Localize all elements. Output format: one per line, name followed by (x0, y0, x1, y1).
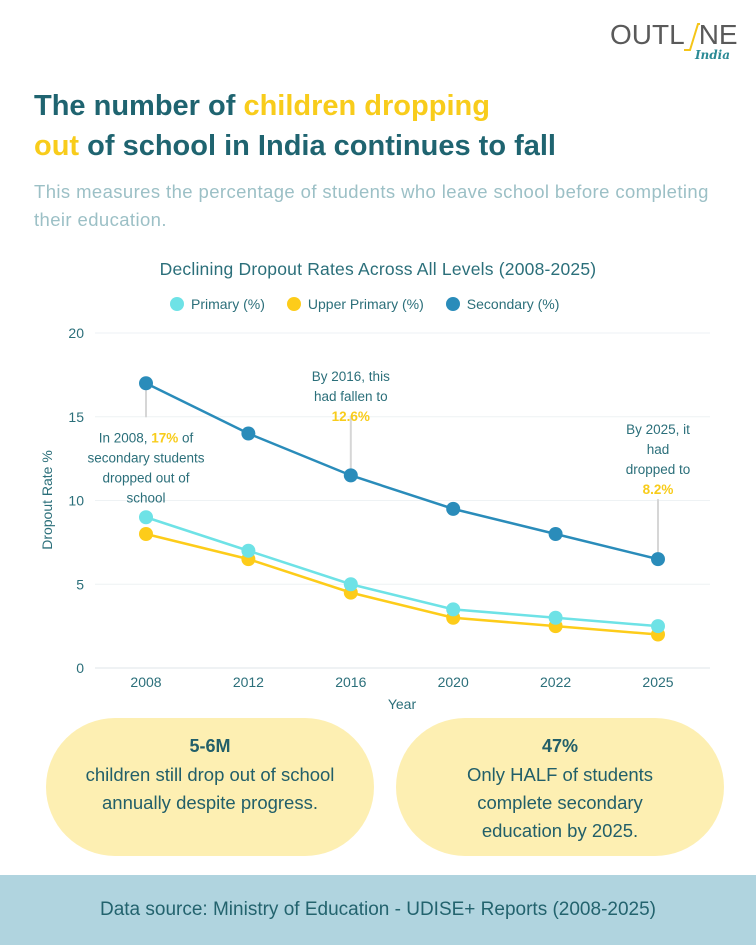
y-tick-label: 10 (68, 493, 84, 509)
legend-item-secondary: Secondary (%) (445, 296, 559, 312)
data-point (651, 552, 665, 567)
data-point (139, 510, 153, 525)
title-highlight: children dropping (243, 90, 490, 122)
annotation-text: In 2008, 17% of (99, 430, 194, 445)
stat-text: children still drop out of school annual… (85, 764, 335, 813)
annotation-text: dropped to (626, 462, 691, 477)
stat-number: 5-6M (189, 736, 231, 756)
data-point (241, 543, 256, 558)
x-tick-label: 2012 (233, 674, 264, 690)
x-tick-label: 2008 (130, 674, 161, 690)
x-tick-label: 2025 (642, 674, 673, 690)
annotation-text: By 2016, this (312, 369, 390, 384)
annotation-text: secondary students (87, 450, 204, 465)
data-point (343, 577, 358, 592)
series-line-secondary (145, 382, 659, 561)
title-highlight: out (34, 130, 80, 162)
data-point (241, 426, 256, 441)
annotation-text: By 2025, it (626, 422, 690, 437)
y-tick-label: 0 (76, 660, 84, 676)
x-tick-label: 2020 (438, 674, 469, 690)
data-point (651, 619, 665, 634)
series-line-primary (145, 516, 659, 628)
y-tick-label: 20 (68, 325, 84, 341)
series-line-upper-primary (145, 532, 659, 636)
legend-dot-icon (170, 297, 184, 311)
data-point (446, 602, 461, 617)
annotation-text: school (126, 490, 165, 505)
annotation-text: had (647, 442, 670, 457)
page-subtitle: This measures the percentage of students… (34, 181, 709, 230)
annotation-text: 12.6% (332, 409, 370, 424)
data-point (548, 610, 563, 625)
legend-item-primary: Primary (%) (170, 296, 265, 312)
stat-card-dropouts: 5-6M children still drop out of school a… (46, 718, 374, 856)
chart-title: Declining Dropout Rates Across All Level… (159, 259, 597, 279)
logo-wordmark: OUTL NE (610, 19, 738, 50)
annotation-text: had fallen to (314, 389, 388, 404)
data-point (446, 501, 461, 516)
data-point (139, 376, 153, 391)
data-source-text: Data source: Ministry of Education - UDI… (99, 899, 656, 920)
data-source-footer: Data source: Ministry of Education - UDI… (0, 875, 756, 945)
x-axis-label: Year (388, 696, 417, 712)
x-tick-label: 2016 (335, 674, 366, 690)
data-point (343, 468, 358, 483)
y-tick-label: 5 (76, 576, 84, 592)
data-point (139, 527, 153, 541)
page-title: The number of children dropping out of sc… (34, 90, 556, 162)
outline-india-logo: OUTL NE India (610, 20, 740, 70)
stat-card-completion: 47% Only HALF of students complete secon… (396, 718, 724, 856)
annotation-text: 8.2% (643, 482, 674, 497)
y-tick-label: 15 (68, 409, 84, 425)
chart-legend: Primary (%) Upper Primary (%) Secondary … (170, 296, 581, 312)
logo-slash-icon (684, 23, 700, 51)
stat-text: Only HALF of students complete secondary… (466, 764, 654, 841)
legend-dot-icon (445, 297, 460, 311)
line-chart: 0 5 10 15 20 2008 2012 2016 2020 2022 2025 Year Drop… (39, 325, 710, 712)
x-tick-label: 2022 (540, 674, 571, 690)
legend-item-upper-primary: Upper Primary (%) (286, 296, 424, 312)
data-point (548, 527, 563, 541)
y-axis-label: Dropout Rate % (39, 450, 55, 550)
annotation-text: dropped out of (102, 470, 189, 485)
legend-dot-icon (286, 297, 301, 311)
stat-number: 47% (541, 736, 579, 756)
logo-subtext: India (694, 48, 730, 62)
